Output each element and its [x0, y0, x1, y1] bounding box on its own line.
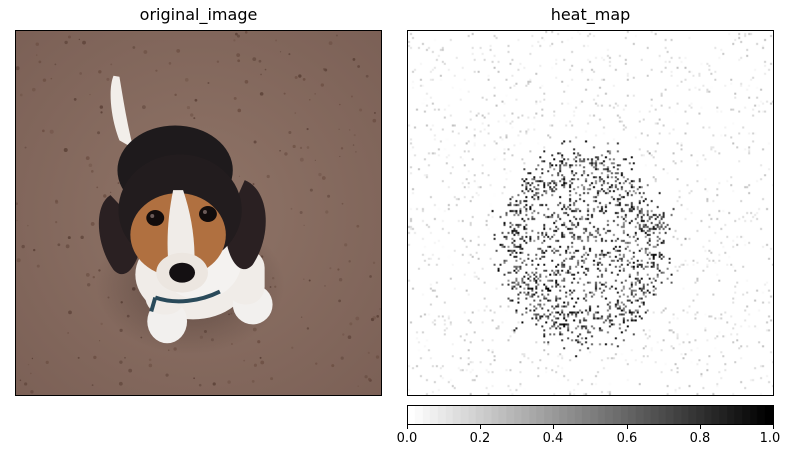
nose: [169, 262, 196, 283]
colorbar-tick-label: 0.4: [542, 431, 564, 446]
heat-map-panel: [407, 30, 774, 396]
puppy-photo: [16, 31, 381, 395]
colorbar-gradient: [408, 406, 773, 424]
collar: [154, 289, 221, 304]
colorbar-tick-label: 0.6: [616, 431, 638, 446]
colorbar-tick: [773, 425, 774, 429]
left-eye: [146, 210, 165, 226]
colorbar-tick: [553, 425, 554, 429]
colorbar-tick-label: 0.8: [689, 431, 711, 446]
tail: [110, 75, 134, 149]
colorbar-tick-label: 0.0: [396, 431, 418, 446]
colorbar-tick: [700, 425, 701, 429]
right-eye: [198, 206, 217, 222]
left-ear: [98, 195, 144, 275]
colorbar-tick-label: 0.2: [469, 431, 491, 446]
original-image-title: original_image: [139, 5, 258, 24]
colorbar-tick: [627, 425, 628, 429]
colorbar-tick-label: 1.0: [759, 431, 781, 446]
heat-map-title: heat_map: [550, 5, 631, 24]
heat-map-image: [408, 31, 773, 395]
original-image-panel: [15, 30, 382, 396]
colorbar-tick: [407, 425, 408, 429]
colorbar: [407, 405, 774, 425]
colorbar-tick: [480, 425, 481, 429]
